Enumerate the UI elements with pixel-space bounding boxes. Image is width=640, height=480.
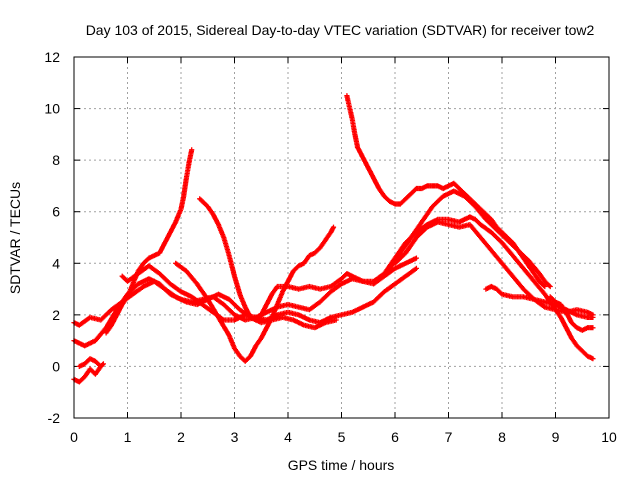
grid-lines [74, 57, 609, 418]
x-tick-label: 8 [498, 429, 506, 445]
series-arc-h [173, 224, 337, 364]
plus-markers [103, 147, 195, 336]
x-tick-label: 3 [231, 429, 239, 445]
y-tick-labels: -2 0 2 4 6 8 10 12 [44, 49, 60, 426]
x-tick-label: 5 [338, 429, 346, 445]
x-tick-label: 7 [445, 429, 453, 445]
series-arc-k [376, 188, 553, 290]
x-tick-label: 1 [124, 429, 132, 445]
x-tick-label: 9 [552, 429, 560, 445]
plus-markers [76, 356, 104, 369]
y-axis-label: SDTVAR / TECUs [7, 182, 23, 294]
plus-markers [376, 188, 553, 290]
y-tick-label: 8 [52, 152, 60, 168]
y-tick-label: 10 [44, 101, 60, 117]
y-tick-label: 4 [52, 255, 60, 271]
x-tick-label: 4 [284, 429, 292, 445]
plot-frame [73, 56, 610, 419]
plus-markers [547, 294, 596, 333]
y-tick-label: 6 [52, 204, 60, 220]
x-tick-label: 2 [177, 429, 185, 445]
y-tick-label: -2 [48, 410, 61, 426]
x-tick-label: 6 [391, 429, 399, 445]
plus-markers [197, 196, 366, 323]
x-tick-label: 10 [601, 429, 617, 445]
series-arc-n [547, 294, 596, 333]
x-tick-label: 0 [70, 429, 78, 445]
y-tick-label: 12 [44, 49, 60, 65]
data-series [71, 93, 596, 385]
series-arc-g [197, 196, 366, 323]
x-tick-labels: 0 1 2 3 4 5 6 7 8 9 10 [70, 429, 617, 445]
series-arc-e [119, 263, 419, 326]
y-tick-label: 0 [52, 358, 60, 374]
plus-markers [173, 224, 337, 364]
chart-title: Day 103 of 2015, Sidereal Day-to-day VTE… [86, 22, 595, 38]
plus-markers [119, 263, 419, 326]
y-tick-label: 2 [52, 307, 60, 323]
series-arc-f [103, 147, 195, 336]
series-arc-d [76, 356, 104, 369]
x-axis-label: GPS time / hours [288, 457, 395, 473]
